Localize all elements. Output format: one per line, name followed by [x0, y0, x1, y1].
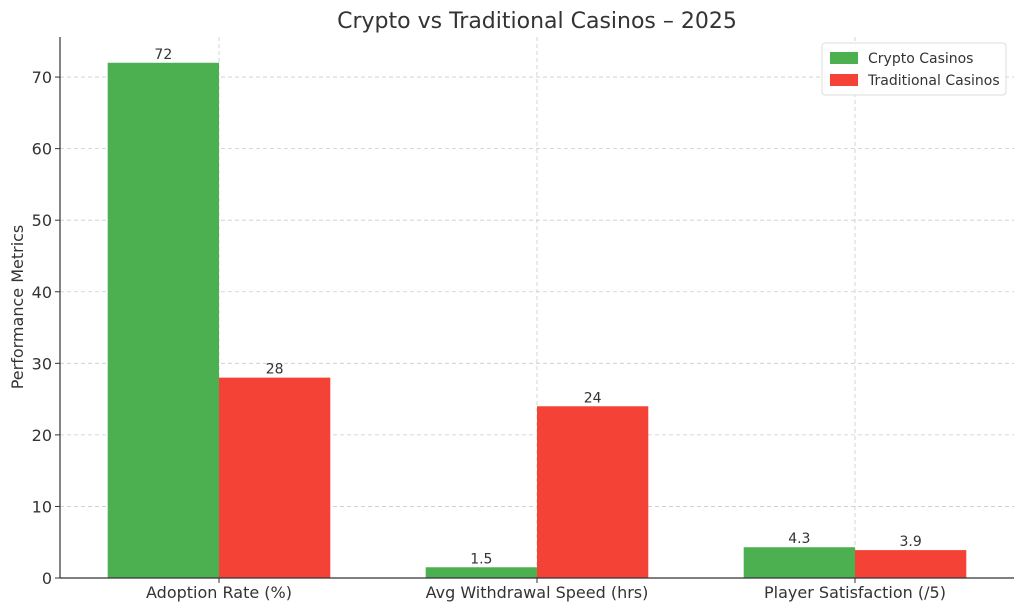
y-tick-label: 20 [32, 426, 52, 445]
y-tick-label: 60 [32, 140, 52, 159]
bar [855, 550, 967, 578]
legend-label: Traditional Casinos [867, 73, 1000, 89]
bar [537, 406, 649, 578]
bar-value-label: 28 [266, 362, 284, 378]
x-tick-label: Player Satisfaction (/5) [764, 583, 946, 602]
x-tick-label: Adoption Rate (%) [146, 583, 292, 602]
bar-value-label: 3.9 [900, 534, 922, 550]
y-tick-label: 70 [32, 68, 52, 87]
y-tick-label: 40 [32, 283, 52, 302]
y-tick-label: 30 [32, 354, 52, 373]
bars: 72 1.5 4.3 28 24 3.9 [107, 47, 967, 579]
y-tick-label: 10 [32, 497, 52, 516]
bar [743, 547, 855, 578]
bar-value-label: 1.5 [470, 551, 492, 567]
bar [107, 62, 219, 579]
axes: 0 10 20 30 40 50 60 70 Adoption Rate (%) Avg With… [32, 37, 1014, 602]
legend-label: Crypto Casinos [868, 51, 973, 67]
y-axis-label: Performance Metrics [8, 225, 27, 390]
y-tick-label: 50 [32, 211, 52, 230]
bar-value-label: 4.3 [788, 531, 810, 547]
bar-value-label: 24 [584, 390, 602, 406]
bar [219, 377, 331, 578]
legend: Crypto Casinos Traditional Casinos [821, 42, 1007, 96]
y-tick-label: 0 [42, 569, 52, 588]
chart-title: Crypto vs Traditional Casinos – 2025 [337, 9, 737, 34]
legend-swatch [830, 52, 858, 64]
x-tick-label: Avg Withdrawal Speed (hrs) [426, 583, 649, 602]
bar-value-label: 72 [154, 47, 172, 63]
legend-box [821, 42, 1007, 96]
legend-swatch [830, 74, 858, 86]
bar [425, 567, 537, 578]
